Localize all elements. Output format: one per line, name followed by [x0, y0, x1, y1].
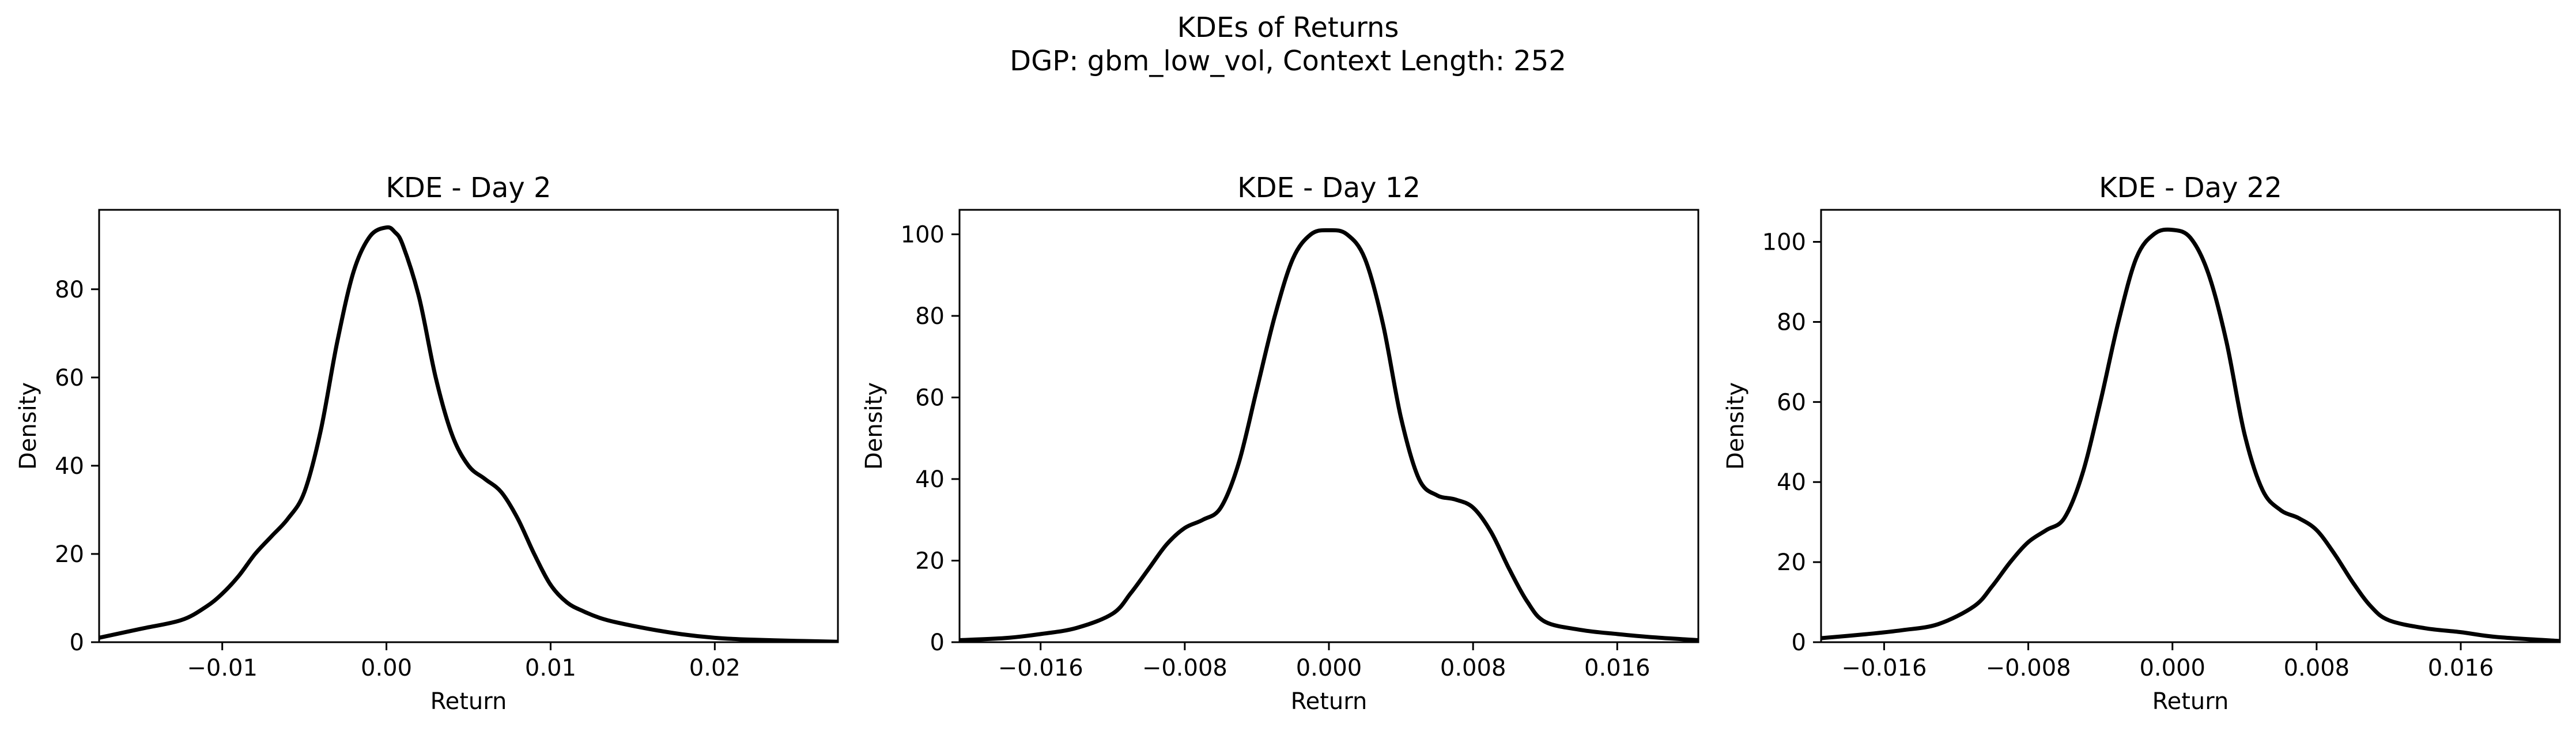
x-axis-label: Return: [2152, 688, 2229, 715]
axes-frame: [958, 209, 1699, 643]
y-tick-label: 100: [1762, 229, 1806, 256]
y-tick-label: 40: [915, 466, 945, 493]
kde-curve: [99, 225, 838, 642]
x-tick-label: 0.000: [2139, 655, 2205, 681]
y-tick-label: 40: [1777, 469, 1806, 496]
y-tick-label: 80: [1777, 309, 1806, 336]
y-tick-label: 0: [70, 630, 84, 656]
x-tick-label: −0.016: [1841, 655, 1927, 681]
y-tick-label: 80: [55, 277, 84, 303]
x-tick-label: 0.02: [689, 655, 741, 681]
x-axis-label: Return: [430, 688, 507, 715]
y-axis-label: Density: [861, 382, 887, 470]
y-axis-label: Density: [1723, 382, 1749, 470]
figure-title-line2: DGP: gbm_low_vol, Context Length: 252: [1010, 45, 1566, 77]
figure-title-line1: KDEs of Returns: [1177, 12, 1399, 44]
panel-title: KDE - Day 12: [1237, 172, 1421, 204]
x-tick-label: −0.008: [1142, 655, 1227, 681]
kde-panel-2: KDE - Day 12 −0.016 −0.008 0.000 0.008 0.016 0…: [861, 172, 1699, 715]
y-tick-label: 60: [915, 385, 945, 411]
x-tick-label: −0.01: [187, 655, 258, 681]
x-tick-label: 0.01: [525, 655, 576, 681]
x-tick-label: 0.00: [361, 655, 412, 681]
kde-panel-3: KDE - Day 22 −0.016 −0.008 0.000 0.008 0.016 0…: [1723, 172, 2561, 715]
axes-frame: [1820, 209, 2561, 643]
x-axis-label: Return: [1291, 688, 1368, 715]
kde-panels: KDE - Day 2 −0.01 0.00 0.01 0.02 0 20 40 60 80 Ret…: [15, 172, 2561, 715]
x-tick-label: 0.008: [2284, 655, 2350, 681]
kde-panel-1: KDE - Day 2 −0.01 0.00 0.01 0.02 0 20 40 60 80 Ret…: [15, 172, 839, 715]
x-tick-label: −0.016: [998, 655, 1083, 681]
y-axis-label: Density: [15, 382, 41, 470]
kde-curve: [960, 228, 1698, 642]
y-tick-label: 80: [915, 303, 945, 330]
y-tick-label: 0: [930, 630, 945, 656]
x-tick-label: 0.016: [1584, 655, 1650, 681]
y-tick-label: 20: [915, 548, 945, 574]
y-tick-label: 0: [1792, 630, 1806, 656]
panel-title: KDE - Day 22: [2099, 172, 2282, 204]
x-tick-label: 0.000: [1296, 655, 1362, 681]
y-tick-label: 20: [1777, 549, 1806, 576]
y-tick-label: 100: [901, 221, 945, 248]
x-tick-label: −0.008: [1986, 655, 2071, 681]
y-tick-label: 20: [55, 541, 84, 568]
x-tick-label: 0.008: [1440, 655, 1506, 681]
kde-curve: [1821, 227, 2560, 642]
panel-title: KDE - Day 2: [386, 172, 551, 204]
y-tick-label: 60: [55, 365, 84, 391]
axes-frame: [98, 209, 839, 643]
y-tick-label: 60: [1777, 389, 1806, 416]
x-tick-label: 0.016: [2428, 655, 2494, 681]
y-tick-label: 40: [55, 453, 84, 480]
